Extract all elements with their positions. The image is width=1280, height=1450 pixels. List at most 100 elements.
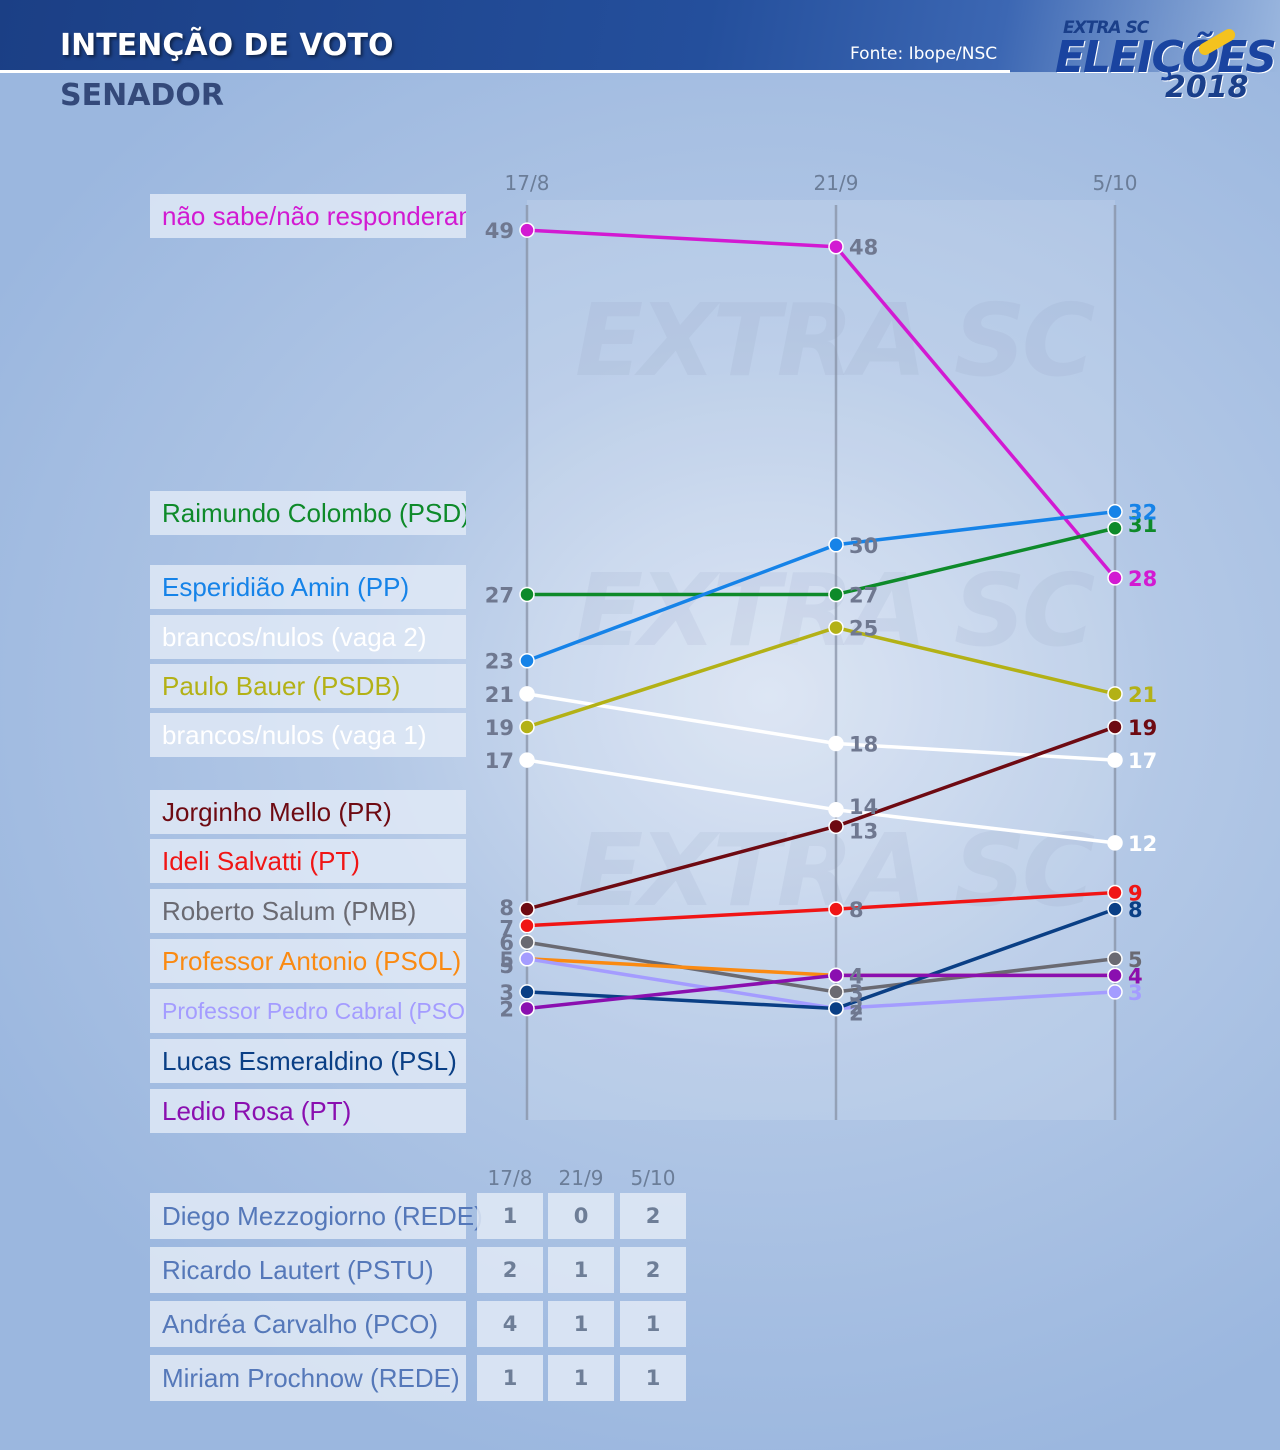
data-point (828, 818, 844, 835)
legend-entry: Esperidião Amin (PP) (150, 565, 466, 609)
data-label: 27 (485, 583, 514, 607)
data-point (1107, 951, 1123, 967)
data-label: 14 (849, 795, 878, 819)
data-label: 5 (499, 948, 514, 972)
eleicoes-logo: EXTRA SC ELEIÇÕES 2018 (1055, 18, 1277, 108)
table-cell: 1 (548, 1247, 614, 1293)
data-point (1107, 984, 1123, 1000)
data-point (1107, 719, 1123, 735)
data-point (828, 967, 844, 984)
data-point (1107, 570, 1123, 586)
data-label: 4 (1128, 964, 1143, 988)
header-rule (0, 70, 1010, 73)
data-label: 19 (485, 716, 514, 740)
data-label: 7 (499, 917, 514, 941)
data-label: 6 (499, 931, 514, 955)
data-label: 25 (849, 617, 878, 641)
data-point (828, 1000, 844, 1017)
x-tick-label: 5/10 (1093, 171, 1138, 195)
data-point (519, 586, 535, 603)
data-point (519, 719, 535, 735)
series-points (519, 222, 1123, 1017)
table-cell: 1 (620, 1355, 686, 1401)
data-label: 2 (849, 995, 864, 1019)
data-label: 5 (499, 954, 514, 978)
page-subtitle: SENADOR (60, 78, 224, 113)
data-label: 8 (849, 898, 864, 922)
data-point (828, 802, 844, 818)
table-cell: 2 (620, 1247, 686, 1293)
table-cell: 2 (620, 1193, 686, 1239)
x-tick-label: 17/8 (505, 171, 550, 195)
data-point (1107, 901, 1123, 917)
data-point (519, 901, 535, 917)
data-point (519, 752, 535, 768)
data-point (1107, 752, 1123, 768)
data-point (828, 537, 844, 553)
data-point (519, 984, 535, 1000)
legend-entry: Raimundo Colombo (PSD) (150, 491, 466, 535)
data-point (1107, 835, 1123, 851)
table-cell: 1 (477, 1355, 543, 1401)
data-label: 4 (849, 964, 864, 988)
legend-entry: Ideli Salvatti (PT) (150, 839, 466, 883)
data-point (828, 619, 844, 636)
data-point (519, 222, 535, 238)
data-label: 28 (1128, 567, 1157, 591)
data-label: 19 (1128, 716, 1157, 740)
data-label: 5 (1128, 948, 1143, 972)
table-cell: 2 (477, 1247, 543, 1293)
data-point (519, 951, 535, 967)
data-label: 3 (1128, 981, 1143, 1005)
data-point (519, 686, 535, 702)
data-label: 31 (1128, 513, 1157, 537)
data-label: 21 (1128, 683, 1157, 707)
legend-entry: Ledio Rosa (PT) (150, 1089, 466, 1133)
table-cell: 1 (548, 1355, 614, 1401)
data-label: 17 (1128, 749, 1157, 773)
data-label: 2 (849, 1001, 864, 1025)
data-label: 17 (485, 749, 514, 773)
data-label: 9 (1128, 882, 1143, 906)
data-label: 2 (499, 997, 514, 1021)
data-point (519, 652, 535, 669)
data-point (1107, 503, 1123, 520)
source-note: Fonte: Ibope/NSC (850, 44, 998, 64)
data-label: 3 (499, 981, 514, 1005)
table-column-header: 21/9 (558, 1166, 604, 1190)
data-point (519, 917, 535, 934)
data-label: 30 (849, 534, 878, 558)
legend-entry: Roberto Salum (PMB) (150, 889, 466, 933)
data-label: 18 (849, 733, 878, 757)
table-cell: 1 (548, 1301, 614, 1347)
logo-main-text: ELEIÇÕES (1055, 32, 1277, 83)
data-label: 4 (849, 964, 864, 988)
legend-entry: não sabe/não responderam (150, 194, 466, 238)
plot-band (527, 200, 1115, 1120)
data-point (519, 1000, 535, 1017)
data-point (828, 586, 844, 603)
data-label: 8 (499, 896, 514, 920)
data-label: 3 (849, 981, 864, 1005)
data-label: 8 (1128, 898, 1143, 922)
legend-entry: Lucas Esmeraldino (PSL) (150, 1039, 466, 1083)
table-cell: 4 (477, 1301, 543, 1347)
data-label: 23 (485, 650, 514, 674)
data-label: 13 (849, 819, 878, 843)
data-point (828, 984, 844, 1000)
data-label: 12 (1128, 832, 1157, 856)
data-point (828, 735, 844, 752)
data-label: 32 (1128, 501, 1157, 525)
legend-entry: Professor Pedro Cabral (PSOL) (150, 989, 466, 1033)
legend-entry: brancos/nulos (vaga 2) (150, 615, 466, 659)
data-point (519, 934, 535, 950)
data-point (1107, 967, 1123, 984)
legend-entry: Professor Antonio (PSOL) (150, 939, 466, 983)
page-title: INTENÇÃO DE VOTO (60, 28, 394, 63)
data-label: 27 (849, 583, 878, 607)
data-label: 4 (1128, 964, 1143, 988)
table-row-name: Andréa Carvalho (PCO) (150, 1301, 466, 1347)
table-row-name: Ricardo Lautert (PSTU) (150, 1247, 466, 1293)
